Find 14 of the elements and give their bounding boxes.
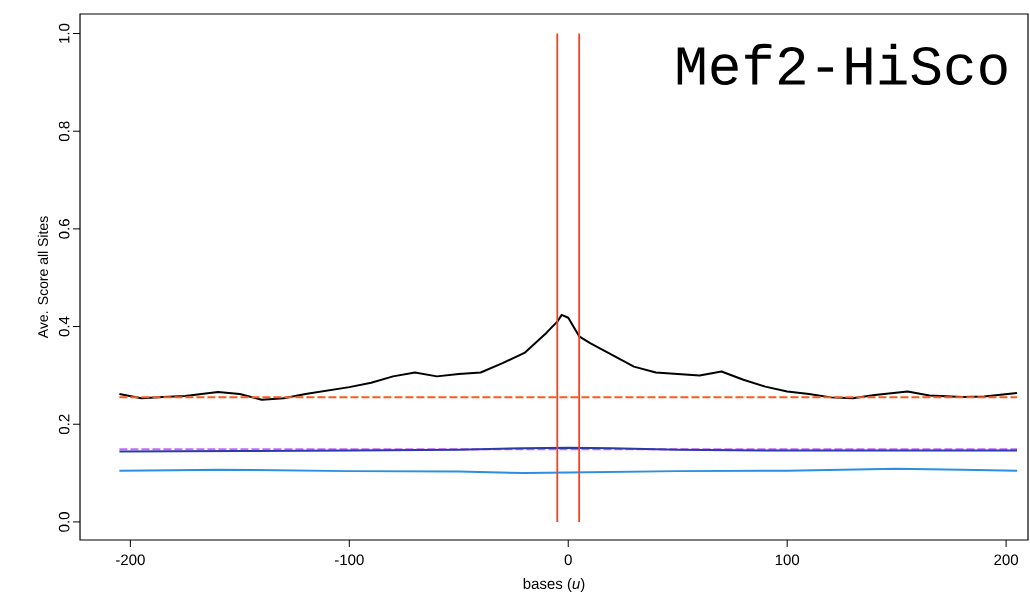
x-axis-title: bases (u) [523,578,585,592]
y-axis-title: Ave. Score all Sites [37,216,48,339]
chart-title: Mef2-HiSco [677,43,1007,85]
y-tick-label: 0.0 [58,512,70,532]
x-tick-label: 0 [564,554,572,566]
y-tick-label: 0.4 [58,316,70,337]
y-tick-label: 0.8 [58,121,70,142]
x-tick-label: 200 [994,554,1019,566]
y-tick-label: 0.6 [58,219,70,239]
x-tick-label: 100 [775,554,800,566]
y-tick-label: 1.0 [58,23,70,43]
x-tick-label: -200 [116,554,145,566]
x-tick-label: -100 [334,554,364,566]
y-tick-label: 0.2 [58,414,70,435]
